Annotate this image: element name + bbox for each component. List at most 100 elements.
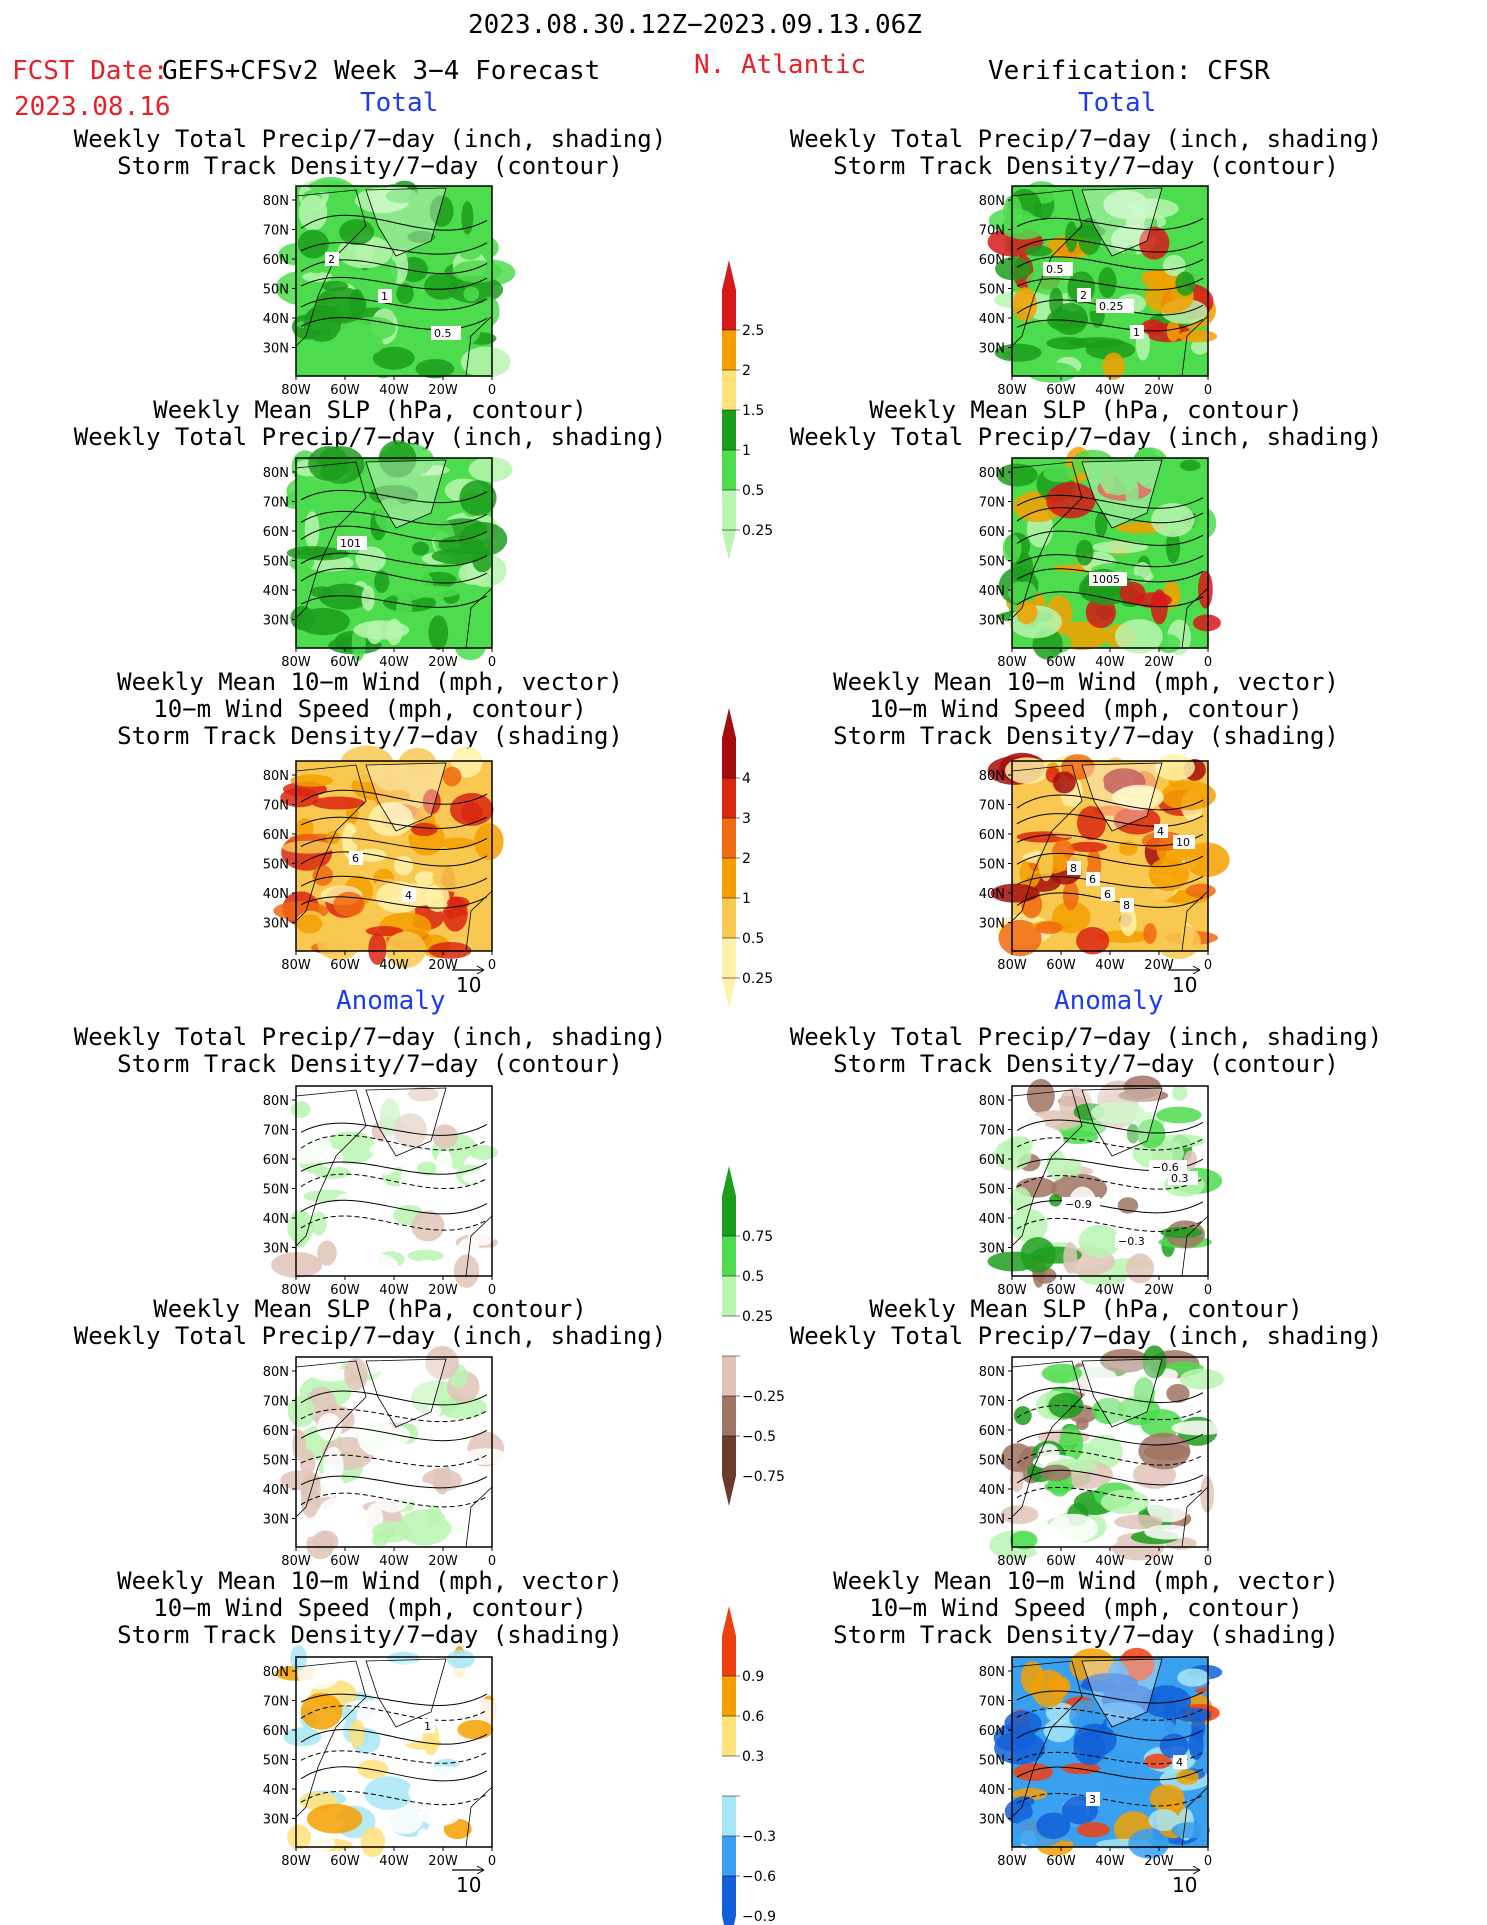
shade-patch [1091, 541, 1148, 554]
greenland-coastline [1081, 459, 1163, 529]
lat-tick-label: 70N [263, 799, 289, 814]
shade-patch [1098, 267, 1117, 299]
shade-patch [415, 1259, 438, 1274]
shade-patch [380, 1725, 394, 1751]
map-vf-wind-storm: 6 4 8 8 10 6 80N 70N 60N 50N 40N 30N 80W 60W 40W 20W 0 [979, 752, 1230, 973]
lon-tick-label: 80W [281, 1554, 311, 1569]
section-total-left: Total [360, 88, 439, 118]
shade-patch [364, 1776, 414, 1811]
contour-label-box [431, 326, 461, 340]
lon-tick-label: 80W [281, 655, 311, 670]
colorbar-label: −0.6 [742, 1869, 776, 1885]
title-fc-anom-precip-storm: Weekly Total Precip/7−day (inch, shading… [73, 1023, 667, 1078]
colorbar-segment [722, 290, 736, 330]
shade-patch [1144, 1753, 1172, 1769]
lat-tick-label: 40N [979, 1212, 1005, 1227]
shade-patch [1091, 1101, 1145, 1124]
lat-tick-label: 70N [263, 224, 289, 239]
greenland-coastline [1081, 1658, 1163, 1728]
verification-label: Verification: CFSR [988, 56, 1270, 86]
shade-patch [1013, 1406, 1032, 1426]
contour-label: 1 [1133, 326, 1140, 339]
shade-patch [1098, 457, 1139, 496]
colorbar-segment [722, 738, 736, 778]
shade-patch [1177, 1668, 1210, 1687]
lon-tick-label: 20W [428, 958, 458, 973]
contour-label: −0.9 [1065, 1198, 1092, 1211]
coastline [295, 461, 367, 619]
shade-patch [1009, 1208, 1048, 1243]
lon-tick-label: 60W [1046, 958, 1076, 973]
contour-line [300, 875, 488, 890]
shade-patch [1144, 1524, 1192, 1540]
lat-tick-label: 50N [263, 1454, 289, 1469]
contour-label: −0.3 [1118, 1235, 1145, 1248]
shade-patch [1000, 214, 1047, 240]
map-fc-anom-wind-storm: 1 80N 70N 60N 50N 40N 30N 80W 60W 40W 20W 0 [263, 1645, 512, 1869]
lon-tick-label: 40W [379, 655, 409, 670]
lon-tick-label: 20W [428, 1554, 458, 1569]
shade-patch [442, 766, 462, 787]
lon-tick-label: 60W [1046, 383, 1076, 398]
shade-patch [1150, 503, 1195, 537]
shade-patch [298, 194, 328, 231]
colorbar-label: 0.25 [742, 523, 773, 539]
shade-patch [1148, 1809, 1179, 1832]
shade-patch [365, 926, 404, 937]
vector-ref-fc-total: 10 [452, 965, 485, 997]
lon-tick-label: 0 [488, 1554, 496, 1569]
contour-line [300, 1408, 488, 1423]
lon-tick-label: 0 [488, 1283, 496, 1298]
colorbar-top-triangle [722, 708, 736, 738]
shade-patch [1035, 921, 1063, 934]
greenland-coastline [1081, 1087, 1163, 1157]
contour-line [300, 242, 488, 255]
contour-line [300, 1693, 488, 1706]
lon-tick-label: 60W [330, 1554, 360, 1569]
map-fc-slp-precip: 101 80N 70N 60N 50N 40N 30N 80W 60W 40W 20W 0 [263, 440, 513, 670]
contour-label-box [1062, 1197, 1100, 1211]
colorbar-segment [722, 778, 736, 818]
contour-label: 8 [1070, 862, 1077, 875]
contour-label-box [1149, 1160, 1187, 1174]
shade-patch [471, 546, 493, 573]
shade-patch [323, 1446, 344, 1484]
colorbar-label: 0.5 [742, 483, 764, 499]
lat-tick-label: 80N [979, 1094, 1005, 1109]
map-vf-anom-wind-storm: 4 3 80N 70N 60N 50N 40N 30N 80W 60W 40W 20W 0 [979, 1647, 1223, 1869]
shade-patch [342, 822, 358, 860]
shade-patch [407, 230, 436, 243]
lat-tick-label: 40N [979, 1483, 1005, 1498]
coastline-east [1181, 315, 1209, 377]
greenland-coastline [365, 762, 447, 832]
shade-patch [1016, 600, 1038, 625]
shade-patch [1051, 303, 1088, 335]
greenland-coastline [1081, 1358, 1163, 1428]
coastline [295, 1360, 367, 1518]
colorbar-label: 0.5 [742, 931, 764, 947]
shade-patch [282, 840, 335, 854]
lat-tick-label: 70N [979, 224, 1005, 239]
shade-patch [374, 498, 406, 533]
shade-patch [400, 1162, 415, 1200]
map-vf-slp-precip: 1005 80N 70N 60N 50N 40N 30N 80W 60W 40W 20W 0 [979, 446, 1221, 670]
contour-label-box [1168, 1171, 1198, 1185]
contour-label-box [1173, 1755, 1187, 1769]
shade-patch [290, 605, 315, 631]
shade-patch [411, 541, 430, 556]
lat-tick-label: 80N [979, 1365, 1005, 1380]
lon-tick-label: 40W [379, 383, 409, 398]
shade-patch [286, 546, 336, 560]
colorbar-bottom-triangle [722, 1916, 736, 1925]
shade-patch [1125, 1253, 1155, 1284]
shade-patch [454, 1698, 510, 1725]
colorbar-segment [722, 1716, 736, 1756]
shade-patch [393, 1112, 428, 1148]
shade-patch [992, 1112, 1046, 1136]
lon-tick-label: 60W [330, 383, 360, 398]
lat-tick-label: 80N [979, 194, 1005, 209]
shade-patch [431, 1423, 454, 1434]
contour-line [1016, 256, 1204, 271]
section-anomaly-left: Anomaly [336, 986, 446, 1016]
colorbar-segment [722, 1756, 736, 1796]
